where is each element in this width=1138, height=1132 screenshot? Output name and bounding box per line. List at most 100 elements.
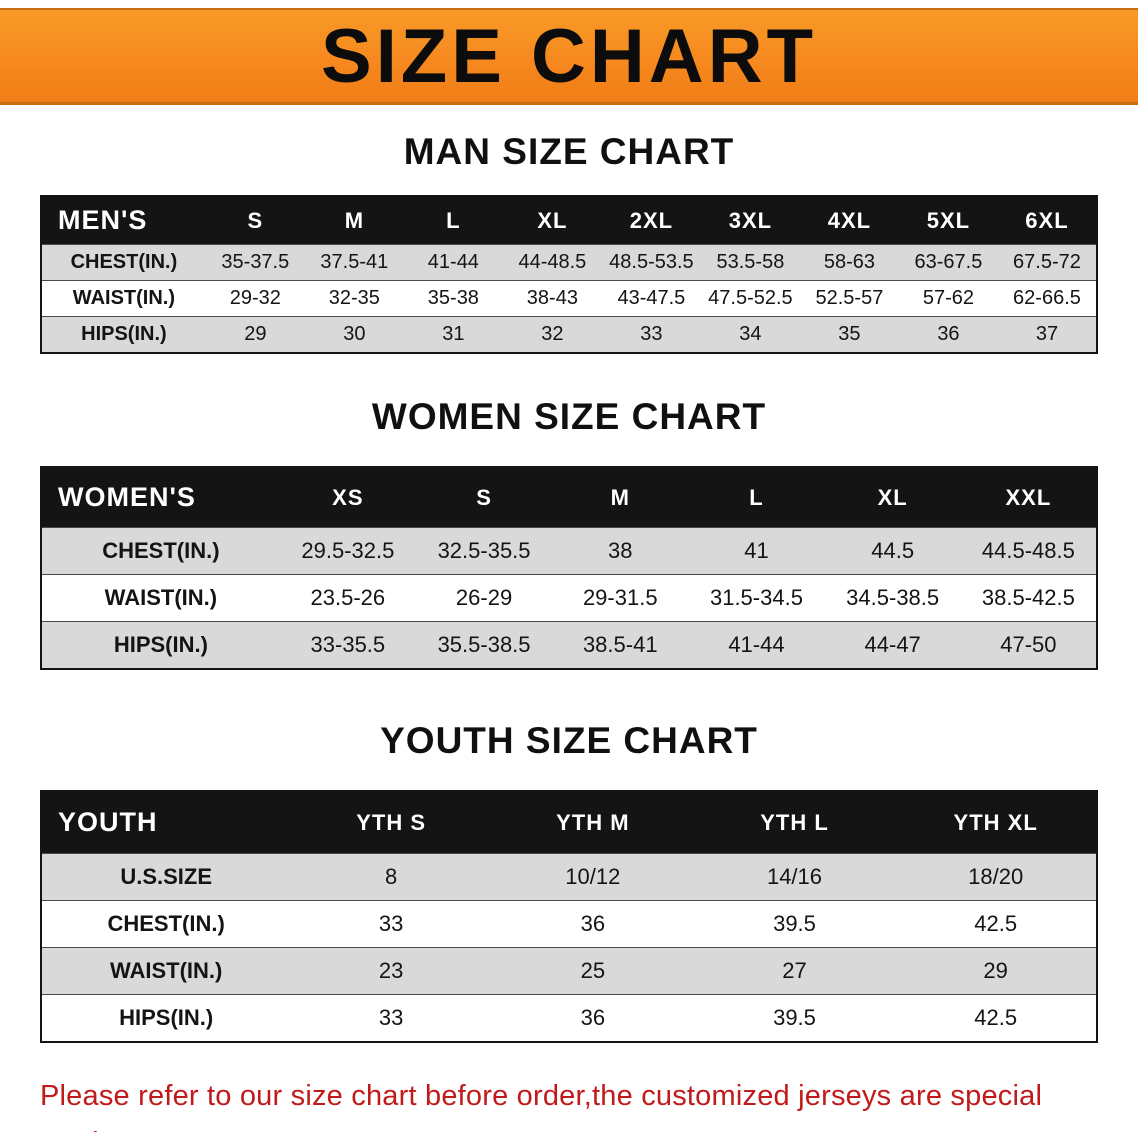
table-row: CHEST(IN.) 29.5-32.5 32.5-35.5 38 41 44.5 44.5… — [41, 527, 1097, 575]
size-value-cell: 36 — [491, 994, 694, 1042]
size-column-header: YTH M — [491, 791, 694, 854]
charts-area: MAN SIZE CHART MEN'S S M L XL 2XL 3XL 4XL 5XL 6XL… — [0, 131, 1138, 1043]
size-value-cell: 41-44 — [688, 621, 825, 669]
size-value-cell: 42.5 — [895, 994, 1097, 1042]
size-value-cell: 34.5-38.5 — [824, 574, 961, 622]
table-corner-label: YOUTH — [41, 791, 291, 854]
size-value-cell: 37 — [997, 316, 1097, 353]
table-row: CHEST(IN.) 33 36 39.5 42.5 — [41, 900, 1097, 948]
size-value-cell: 41-44 — [403, 244, 503, 281]
size-value-cell: 41 — [688, 527, 825, 575]
size-column-header: L — [403, 196, 503, 245]
size-value-cell: 30 — [304, 316, 404, 353]
size-value-cell: 58-63 — [799, 244, 899, 281]
size-value-cell: 8 — [290, 853, 492, 901]
size-value-cell: 32.5-35.5 — [415, 527, 553, 575]
size-column-header: XL — [502, 196, 602, 245]
size-value-cell: 38-43 — [502, 280, 602, 317]
row-label: HIPS(IN.) — [41, 994, 291, 1042]
size-value-cell: 32 — [502, 316, 602, 353]
row-label: WAIST(IN.) — [41, 280, 206, 317]
table-row: HIPS(IN.) 33-35.5 35.5-38.5 38.5-41 41-44 44-… — [41, 621, 1097, 669]
size-value-cell: 44.5-48.5 — [960, 527, 1097, 575]
size-value-cell: 33 — [601, 316, 701, 353]
size-value-cell: 44-48.5 — [502, 244, 602, 281]
size-value-cell: 35 — [799, 316, 899, 353]
size-value-cell: 38.5-42.5 — [960, 574, 1097, 622]
size-value-cell: 26-29 — [415, 574, 553, 622]
size-value-cell: 47-50 — [960, 621, 1097, 669]
row-label: CHEST(IN.) — [41, 900, 291, 948]
size-column-header: YTH XL — [895, 791, 1097, 854]
size-column-header: 3XL — [700, 196, 800, 245]
row-label: HIPS(IN.) — [41, 621, 280, 669]
table-row: WAIST(IN.) 23.5-26 26-29 29-31.5 31.5-34.5 34… — [41, 574, 1097, 622]
size-column-header: L — [688, 467, 825, 528]
size-column-header: 5XL — [898, 196, 998, 245]
size-value-cell: 34 — [700, 316, 800, 353]
table-row: WAIST(IN.) 29-32 32-35 35-38 38-43 43-47.5 47.… — [41, 280, 1097, 317]
size-value-cell: 31 — [403, 316, 503, 353]
table-corner-label: MEN'S — [41, 196, 206, 245]
section-women: WOMEN SIZE CHART WOMEN'S XS S M L XL XXL CHEST(… — [0, 396, 1138, 670]
footer-disclaimer: Please refer to our size chart before or… — [40, 1073, 1100, 1132]
size-column-header: M — [304, 196, 404, 245]
size-value-cell: 14/16 — [693, 853, 896, 901]
size-column-header: S — [415, 467, 553, 528]
row-label: CHEST(IN.) — [41, 527, 280, 575]
size-value-cell: 48.5-53.5 — [601, 244, 701, 281]
size-column-header: 2XL — [601, 196, 701, 245]
size-value-cell: 27 — [693, 947, 896, 995]
size-value-cell: 52.5-57 — [799, 280, 899, 317]
row-label: WAIST(IN.) — [41, 574, 280, 622]
women-section-heading: WOMEN SIZE CHART — [371, 396, 767, 437]
size-value-cell: 62-66.5 — [997, 280, 1097, 317]
size-column-header: XL — [824, 467, 961, 528]
size-column-header: YTH S — [290, 791, 492, 854]
size-column-header: XS — [279, 467, 416, 528]
women-size-table: WOMEN'S XS S M L XL XXL CHEST(IN.) 29.5-32.5 32.5… — [40, 466, 1098, 670]
size-value-cell: 23 — [290, 947, 492, 995]
size-value-cell: 43-47.5 — [601, 280, 701, 317]
section-youth: YOUTH SIZE CHART YOUTH YTH S YTH M YTH L YTH… — [0, 720, 1138, 1043]
size-value-cell: 25 — [491, 947, 694, 995]
size-value-cell: 38 — [552, 527, 689, 575]
size-value-cell: 29-31.5 — [552, 574, 689, 622]
size-value-cell: 36 — [898, 316, 998, 353]
table-header-row: YOUTH YTH S YTH M YTH L YTH XL — [41, 791, 1097, 854]
size-value-cell: 44.5 — [824, 527, 961, 575]
row-label: WAIST(IN.) — [41, 947, 291, 995]
table-row: HIPS(IN.) 29 30 31 32 33 34 35 36 37 — [41, 316, 1097, 353]
size-value-cell: 32-35 — [304, 280, 404, 317]
size-value-cell: 38.5-41 — [552, 621, 689, 669]
size-column-header: 6XL — [997, 196, 1097, 245]
size-value-cell: 47.5-52.5 — [700, 280, 800, 317]
table-row: HIPS(IN.) 33 36 39.5 42.5 — [41, 994, 1097, 1042]
table-row: WAIST(IN.) 23 25 27 29 — [41, 947, 1097, 995]
table-row: CHEST(IN.) 35-37.5 37.5-41 41-44 44-48.5 48.5… — [41, 244, 1097, 281]
men-section-heading: MAN SIZE CHART — [403, 131, 735, 172]
size-column-header: 4XL — [799, 196, 899, 245]
table-corner-label: WOMEN'S — [41, 467, 280, 528]
table-header-row: WOMEN'S XS S M L XL XXL — [41, 467, 1097, 528]
size-column-header: YTH L — [693, 791, 896, 854]
size-value-cell: 44-47 — [824, 621, 961, 669]
size-value-cell: 33-35.5 — [279, 621, 416, 669]
youth-size-table: YOUTH YTH S YTH M YTH L YTH XL U.S.SIZE 8 10/12… — [40, 790, 1098, 1043]
table-header-row: MEN'S S M L XL 2XL 3XL 4XL 5XL 6XL — [41, 196, 1097, 245]
men-size-table: MEN'S S M L XL 2XL 3XL 4XL 5XL 6XL CHEST(IN.) 35-37… — [40, 195, 1098, 354]
banner: SIZE CHART — [0, 8, 1138, 105]
size-value-cell: 18/20 — [895, 853, 1097, 901]
size-value-cell: 31.5-34.5 — [688, 574, 825, 622]
row-label: HIPS(IN.) — [41, 316, 206, 353]
size-value-cell: 42.5 — [895, 900, 1097, 948]
size-column-header: M — [552, 467, 689, 528]
size-column-header: S — [205, 196, 305, 245]
size-value-cell: 33 — [290, 900, 492, 948]
size-value-cell: 10/12 — [491, 853, 694, 901]
size-value-cell: 53.5-58 — [700, 244, 800, 281]
size-value-cell: 37.5-41 — [304, 244, 404, 281]
size-value-cell: 39.5 — [693, 900, 896, 948]
size-value-cell: 29 — [895, 947, 1097, 995]
